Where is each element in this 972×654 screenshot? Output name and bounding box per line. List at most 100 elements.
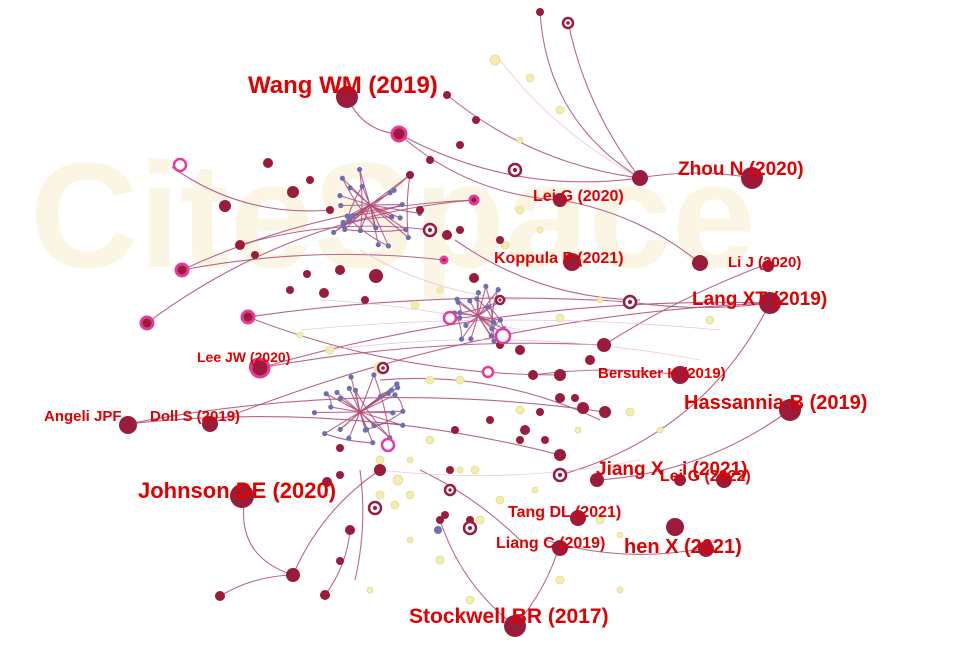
cluster-top-node (389, 214, 395, 220)
cluster-top-edge (359, 169, 363, 231)
node-core (381, 366, 385, 370)
cluster-top-edge (349, 218, 389, 247)
cluster-top-node (344, 213, 350, 219)
citation-arc (354, 469, 364, 581)
cluster-low-edge (354, 390, 391, 439)
node-paper (779, 399, 801, 421)
cluster-low-node (400, 408, 406, 414)
node-paper (553, 193, 567, 207)
node-paper (577, 402, 589, 414)
cluster-top-node (403, 226, 409, 233)
cluster-mid-node (455, 299, 461, 305)
cluster-low-node (400, 422, 406, 428)
node-minor (616, 531, 624, 539)
label-langxt: Lang XT (2019) (692, 289, 828, 310)
cluster-top-node (337, 193, 343, 199)
citation-arc (596, 409, 791, 481)
node-paper (119, 416, 137, 434)
node-paper (446, 466, 454, 474)
cluster-mid-node (483, 283, 489, 289)
node-paper (215, 591, 225, 601)
node-paper (451, 426, 459, 434)
cluster-top-node (357, 227, 364, 234)
node-minor (616, 586, 624, 594)
citation-arc (243, 495, 294, 576)
cluster-low-node (392, 392, 398, 398)
node-leejw (249, 357, 271, 379)
cluster-top-node (405, 234, 411, 241)
citation-nodes (119, 8, 801, 637)
node-paper (406, 171, 414, 179)
node-minor (470, 465, 480, 475)
node-paper (590, 473, 604, 487)
node-burst (439, 255, 449, 265)
cluster-top-edge (369, 204, 379, 245)
node-minor (435, 555, 445, 565)
node-paper (456, 226, 464, 234)
node-minor (515, 405, 525, 415)
citation-arc (559, 302, 771, 476)
cluster-top-node (373, 225, 379, 231)
node-paper (632, 170, 648, 186)
citation-arc (639, 172, 753, 179)
cluster-low-node (370, 440, 376, 446)
node-minor (574, 426, 582, 434)
node-paper (336, 86, 358, 108)
node-paper (456, 141, 464, 149)
node-paper (555, 393, 565, 403)
node-paper (716, 472, 732, 488)
cluster-low-node (323, 391, 329, 397)
citation-arc (379, 377, 601, 421)
node-paper (585, 355, 595, 365)
node-minor (406, 536, 414, 544)
node-paper (345, 525, 355, 535)
cluster-low-node (346, 385, 352, 391)
node-paper (597, 338, 611, 352)
cluster-mid-node (495, 287, 501, 293)
cluster-low-node (385, 390, 392, 397)
node-paper (515, 345, 525, 355)
node-minor (489, 54, 501, 66)
node-paper (235, 240, 245, 250)
node-paper (202, 416, 218, 432)
node-paper (426, 156, 434, 164)
cluster-mid-node (457, 310, 463, 316)
node-minor (456, 466, 464, 474)
cluster-low-node (388, 387, 395, 393)
node-burst (481, 365, 495, 379)
node-core (557, 472, 563, 478)
cluster-top-edge (369, 204, 420, 214)
cluster-mid-node (468, 336, 474, 342)
cluster-top-node (331, 229, 337, 236)
node-minor (455, 375, 465, 385)
node-minor (392, 474, 404, 486)
cluster-low-node (346, 435, 352, 441)
citation-arc (219, 574, 294, 597)
node-burst (174, 262, 190, 278)
cluster-low-node (390, 410, 396, 416)
node-paper (263, 158, 273, 168)
node-paper (442, 230, 452, 240)
node-core (498, 298, 502, 302)
citation-arc (398, 133, 561, 201)
citation-arc (532, 369, 681, 376)
citation-arc (439, 519, 516, 627)
cluster-low-node (337, 395, 343, 402)
node-burst (240, 309, 256, 325)
node-burst (468, 194, 480, 206)
node-minor (555, 105, 565, 115)
cluster-mid-node (474, 296, 480, 302)
node-paper (336, 444, 344, 452)
node-paper (230, 484, 254, 508)
cluster-top-node (399, 201, 405, 208)
node-paper (287, 186, 299, 198)
cluster-low-edge (325, 393, 361, 413)
node-minor (296, 331, 304, 339)
cluster-mid-node (488, 333, 494, 339)
label-lij: Li J (2020) (728, 254, 802, 271)
node-paper (570, 510, 586, 526)
citation-arc (146, 199, 475, 324)
label-chenx: hen X (2021) (624, 536, 742, 558)
node-paper (416, 206, 424, 214)
